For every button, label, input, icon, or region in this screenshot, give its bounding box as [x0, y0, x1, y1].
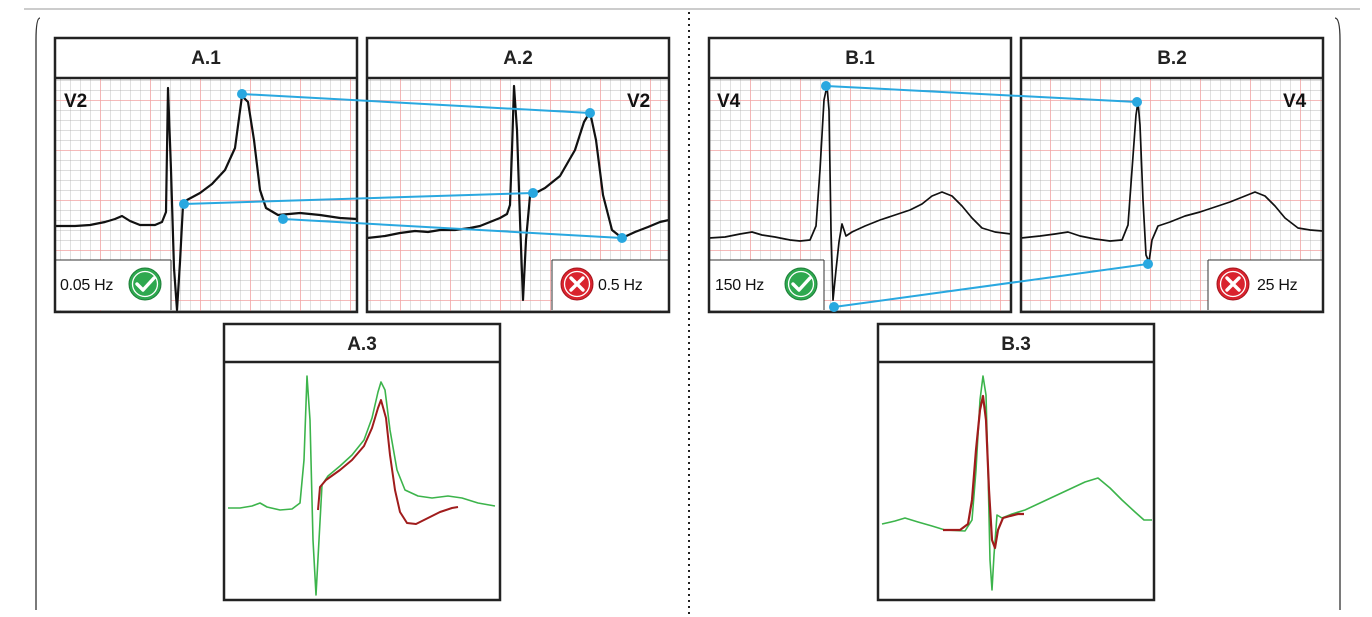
filtered-trace [943, 394, 1024, 550]
panel-title: A.1 [191, 48, 221, 69]
panel-a1: A.1 V2 0.05 Hz [53, 36, 359, 314]
panel-a2: A.2 V2 0.5 Hz [365, 36, 671, 314]
panel-b3: B.3 [876, 322, 1156, 602]
panel-title: B.3 [1001, 334, 1031, 355]
ecg-trace [709, 85, 1011, 301]
reference-trace [228, 375, 496, 596]
filtered-trace [317, 399, 459, 525]
panel-title: B.1 [845, 48, 875, 69]
lead-label: V4 [717, 91, 741, 112]
panel-b1: B.1 V4 150 Hz [707, 36, 1013, 314]
filter-frequency: 0.05 Hz [60, 277, 113, 294]
filter-frequency: 150 Hz [715, 277, 764, 294]
page-frame [24, 8, 1360, 615]
filter-badge: 0.5 Hz [551, 259, 669, 310]
filter-frequency: 25 Hz [1257, 277, 1298, 294]
filter-badge: 150 Hz [709, 259, 825, 310]
x-circle-icon [560, 267, 594, 301]
lead-label: V4 [1283, 91, 1307, 112]
filter-frequency: 0.5 Hz [598, 277, 643, 294]
ecg-trace [367, 84, 669, 302]
connector-lines-b [821, 81, 1153, 312]
check-circle-icon [784, 267, 818, 301]
panel-a3: A.3 [222, 322, 502, 602]
reference-trace [881, 375, 1152, 591]
ecg-trace [55, 86, 357, 312]
filter-badge: 25 Hz [1207, 259, 1323, 310]
x-circle-icon [1216, 267, 1250, 301]
check-circle-icon [128, 267, 162, 301]
filter-badge: 0.05 Hz [55, 259, 172, 310]
panel-title: A.3 [347, 334, 377, 355]
connector-lines-a [179, 89, 627, 243]
lead-label: V2 [627, 91, 650, 112]
panel-b2: B.2 V4 25 Hz [1019, 36, 1325, 314]
panel-title: A.2 [503, 48, 533, 69]
lead-label: V2 [64, 91, 87, 112]
panel-title: B.2 [1157, 48, 1187, 69]
